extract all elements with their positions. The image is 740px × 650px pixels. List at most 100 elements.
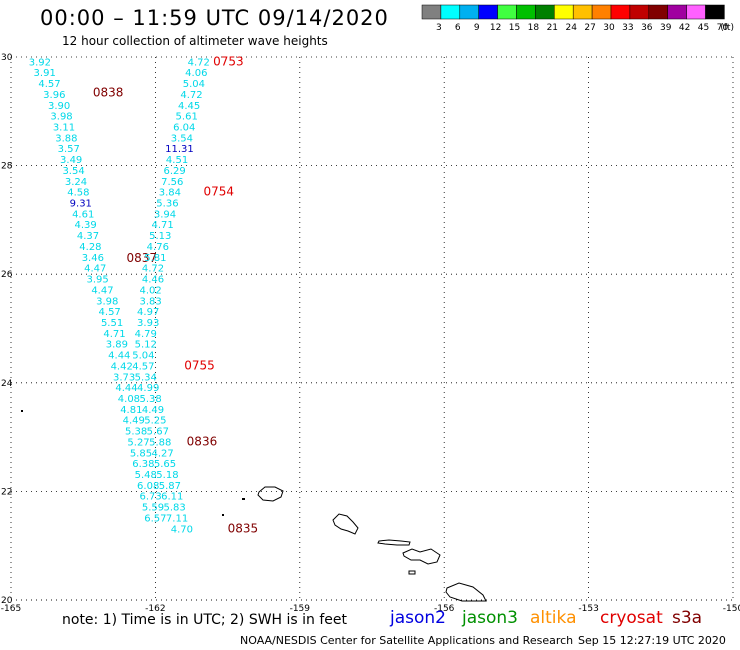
swh-value: 4.42: [111, 361, 133, 372]
legend-swatch: [686, 4, 706, 20]
swh-value: 4.28: [79, 242, 101, 253]
swh-value: 4.47: [84, 264, 106, 275]
swh-value: 3.24: [65, 177, 87, 188]
legend-swatch: [478, 4, 498, 20]
lon-tick-label: -156: [434, 604, 455, 614]
swh-value: 5.83: [164, 503, 186, 514]
pass-time-label: 0837: [127, 251, 158, 265]
swh-value: 4.39: [74, 220, 96, 231]
legend-tick-label: 33: [622, 23, 633, 33]
legend-tick-label: 9: [474, 23, 480, 33]
legend-swatch: [554, 4, 574, 20]
swh-value: 3.49: [60, 155, 82, 166]
swh-value: 5.81: [144, 253, 166, 264]
lon-tick-label: -150: [723, 604, 740, 614]
pass-time-label: 0753: [213, 54, 244, 68]
swh-value: 5.04: [183, 79, 205, 90]
swh-value: 4.49: [123, 416, 145, 427]
swh-value: 4.72: [142, 264, 164, 275]
legend-swatch: [535, 4, 555, 20]
pass-time-label: 0754: [204, 185, 235, 199]
legend-tick-label: 45: [698, 23, 709, 33]
map-subtitle: 12 hour collection of altimeter wave hei…: [62, 34, 328, 48]
swh-value: 4.44: [115, 383, 137, 394]
legend-swatch: [610, 4, 631, 20]
swh-value: 5.34: [135, 372, 157, 383]
swh-value: 5.59: [142, 503, 164, 514]
satellite-jason3: jason3: [462, 608, 518, 628]
swh-value: 5.51: [101, 318, 123, 329]
swh-value: 5.13: [149, 231, 171, 242]
swh-value: 5.85: [130, 448, 152, 459]
islet-niihau: [242, 498, 245, 500]
swh-value: 4.76: [147, 242, 169, 253]
swh-value: 4.51: [166, 155, 188, 166]
swh-value: 3.92: [29, 57, 51, 68]
swh-value: 7.56: [161, 177, 183, 188]
swh-value: 5.61: [176, 112, 198, 123]
legend-tick-label: 15: [509, 23, 520, 33]
footer-timestamp: Sep 15 12:27:19 UTC 2020: [578, 634, 726, 647]
pass-time-label: 0755: [184, 358, 215, 372]
legend-swatch: [516, 4, 536, 20]
swh-value: 5.25: [144, 416, 166, 427]
swh-value: 4.81: [120, 405, 142, 416]
legend-tick-label: 21: [547, 23, 558, 33]
legend-tick-label: 36: [641, 23, 653, 33]
swh-value: 4.71: [103, 329, 125, 340]
swh-value: 3.73: [113, 372, 135, 383]
swh-value: 6.57: [144, 513, 166, 524]
swh-value: 4.72: [180, 90, 202, 101]
swh-value: 3.46: [82, 253, 104, 264]
swh-value: 5.87: [159, 481, 181, 492]
swh-value: 4.58: [67, 188, 89, 199]
swh-value: 4.57: [132, 361, 154, 372]
legend-swatch: [591, 4, 612, 20]
island-kahoolawe: [408, 570, 416, 575]
footer-credit: NOAA/NESDIS Center for Satellite Applica…: [240, 634, 574, 647]
satellite-jason2: jason2: [390, 608, 446, 628]
satellite-cryosat: cryosat: [600, 608, 663, 628]
islet-nihoa: [222, 514, 224, 516]
swh-value: 4.99: [137, 383, 159, 394]
swh-value: 4.61: [72, 209, 94, 220]
lat-tick-label: 30: [1, 53, 13, 63]
swh-value: 4.71: [151, 220, 173, 231]
lon-tick-label: -165: [1, 604, 21, 614]
footer-note: note: 1) Time is in UTC; 2) SWH is in fe…: [62, 612, 348, 628]
swh-value: 3.95: [87, 275, 109, 286]
lat-tick-label: 20: [1, 596, 13, 606]
swh-value: 3.94: [154, 209, 176, 220]
swh-value: 3.89: [106, 340, 128, 351]
swh-value: 4.27: [151, 448, 173, 459]
swh-value: 4.06: [185, 68, 207, 79]
swh-value: 7.11: [166, 513, 188, 524]
swh-value: 5.18: [156, 470, 178, 481]
lat-tick-label: 28: [1, 162, 13, 172]
swh-value: 5.38: [125, 427, 147, 438]
island-oahu: [332, 513, 359, 535]
legend-swatch: [421, 4, 442, 20]
swh-value: 3.84: [159, 188, 181, 199]
swh-value: 5.48: [135, 470, 157, 481]
swh-value: 3.90: [48, 101, 70, 112]
lat-tick-label: 22: [1, 487, 12, 497]
map-title: 00:00 – 11:59 UTC 09/14/2020: [40, 6, 389, 30]
swh-value: 6.11: [161, 492, 183, 503]
swh-value: 6.38: [132, 459, 154, 470]
swh-value: 4.49: [142, 405, 164, 416]
swh-value: 4.02: [139, 285, 161, 296]
swh-value: 5.88: [149, 437, 171, 448]
swh-value: 6.29: [164, 166, 186, 177]
swh-value: 4.47: [91, 285, 113, 296]
lat-tick-label: 26: [1, 270, 13, 280]
swh-value: 4.45: [178, 101, 200, 112]
lon-tick-label: -153: [578, 604, 598, 614]
legend-swatch: [497, 4, 517, 20]
legend-swatch: [440, 4, 461, 20]
swh-value: 4.97: [137, 307, 159, 318]
swh-value: 4.70: [171, 524, 193, 535]
island-molokai: [377, 539, 411, 546]
swh-value: 4.08: [118, 394, 140, 405]
